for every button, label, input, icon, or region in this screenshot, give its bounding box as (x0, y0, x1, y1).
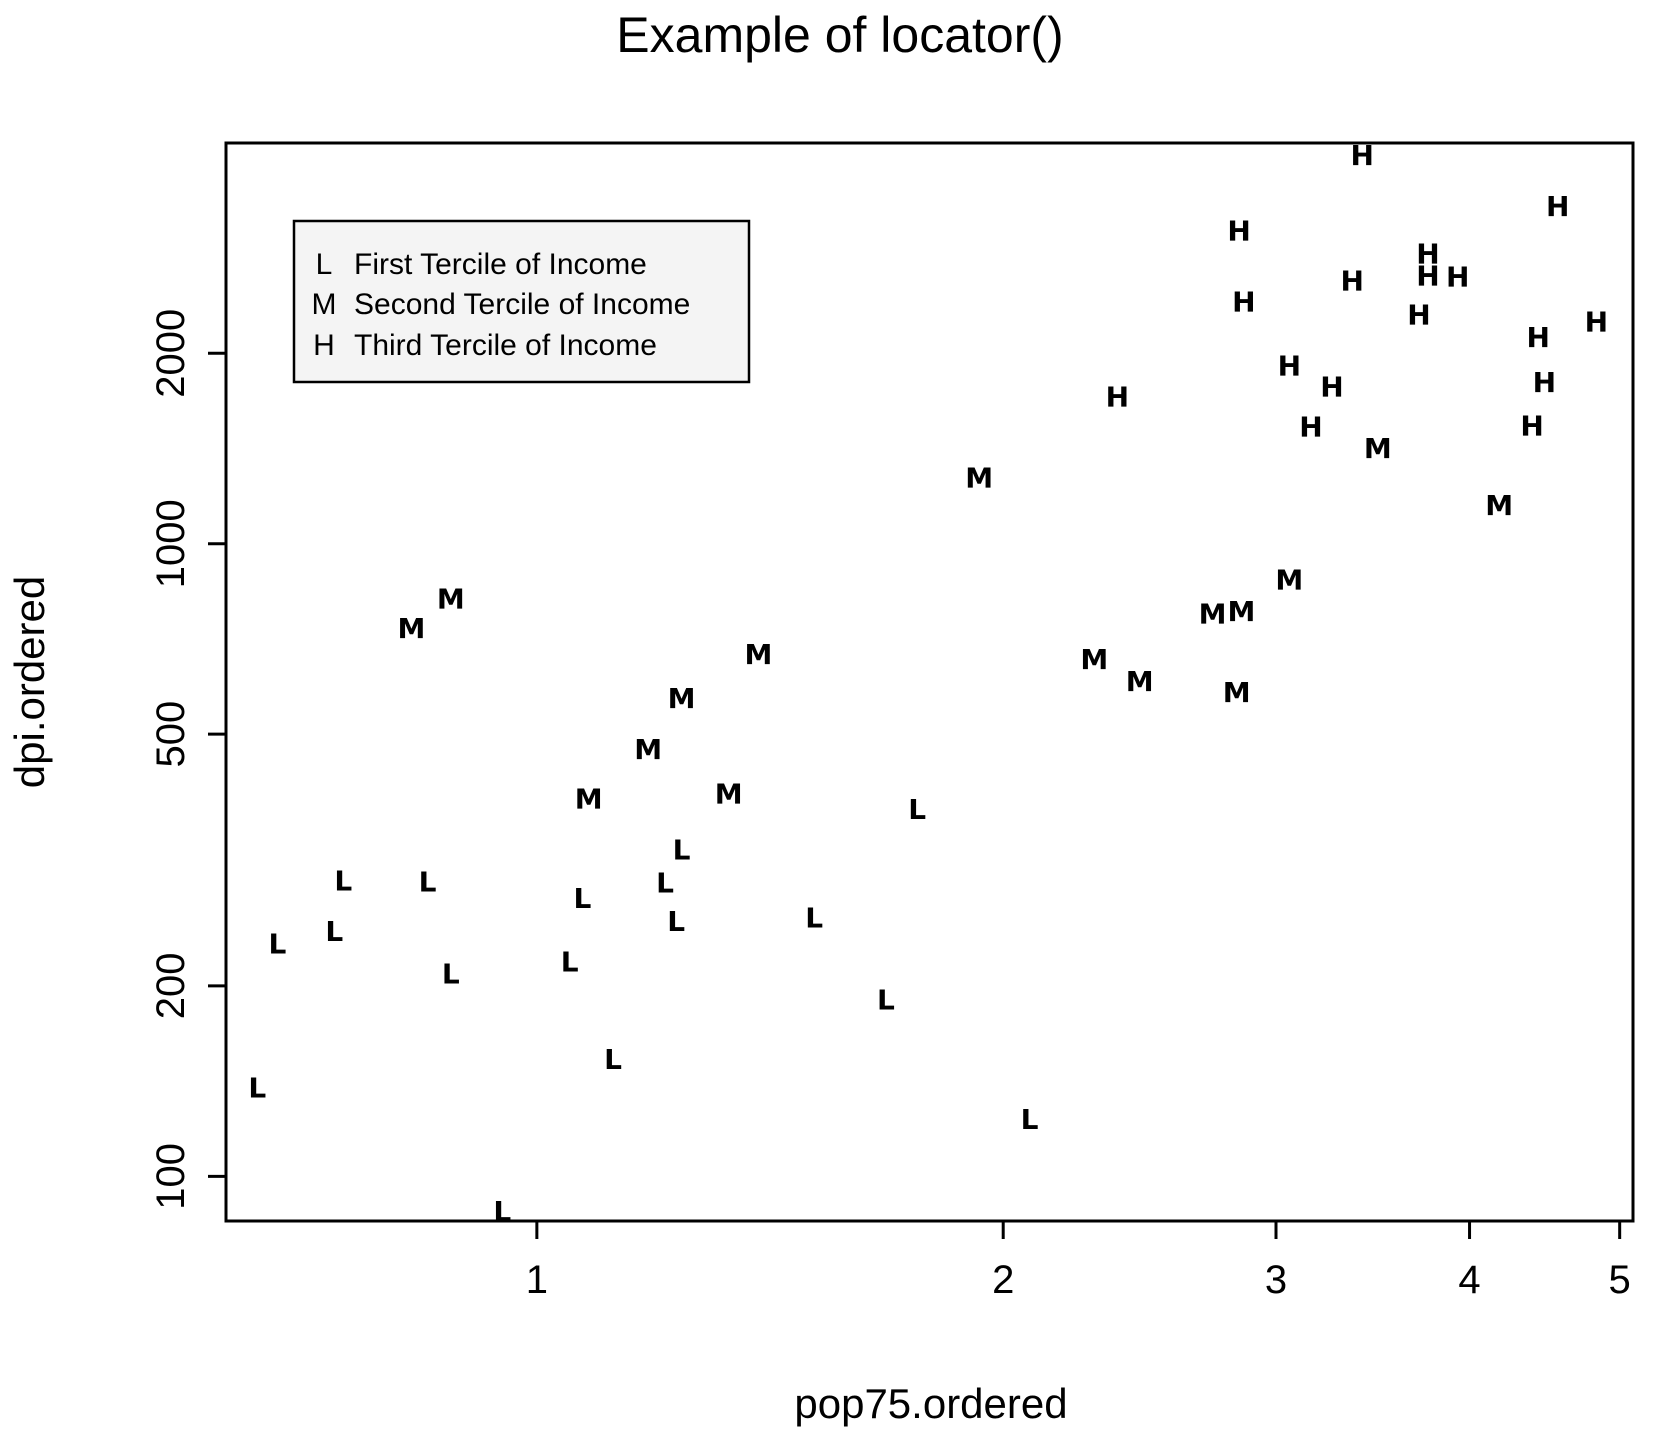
point-l: L (419, 865, 437, 898)
point-m: M (1228, 595, 1256, 628)
legend-symbol-h: H (313, 329, 335, 362)
x-axis: 1 2 3 4 5 (526, 1219, 1631, 1302)
point-l: L (673, 834, 691, 867)
point-l: L (493, 1195, 511, 1228)
point-l: L (604, 1043, 622, 1076)
point-m: M (1223, 676, 1251, 709)
point-l: L (442, 957, 460, 990)
y-tick-label: 500 (149, 701, 193, 768)
point-m: M (744, 638, 772, 671)
point-m: M (575, 782, 603, 815)
point-h: H (1299, 410, 1322, 443)
x-tick-label: 1 (526, 1258, 548, 1302)
point-m: M (1364, 432, 1392, 465)
point-m: M (1275, 563, 1303, 596)
point-h: H (1585, 306, 1608, 339)
point-m: M (1080, 643, 1108, 676)
point-h: H (1546, 190, 1569, 223)
point-m: M (437, 582, 465, 615)
x-tick-label: 4 (1458, 1258, 1480, 1302)
y-axis-title: dpi.ordered (6, 576, 53, 788)
point-m: M (668, 682, 696, 715)
legend-symbol-l: L (316, 248, 333, 281)
x-tick-label: 2 (992, 1258, 1014, 1302)
point-h: H (1232, 286, 1255, 319)
point-h: H (1320, 370, 1343, 403)
legend: L First Tercile of Income M Second Terci… (292, 219, 751, 384)
point-h: H (1520, 410, 1543, 443)
y-tick-label: 100 (149, 1143, 193, 1210)
y-tick-label: 1000 (149, 499, 193, 588)
point-h: H (1416, 259, 1439, 292)
legend-symbol-m: M (312, 288, 337, 321)
point-h: H (1407, 298, 1430, 331)
y-tick-label: 2000 (149, 309, 193, 398)
point-l: L (248, 1071, 266, 1104)
point-m: M (1126, 665, 1154, 698)
point-h: H (1533, 366, 1556, 399)
point-l: L (268, 927, 286, 960)
point-l: L (667, 905, 685, 938)
point-h: H (1341, 265, 1364, 298)
point-l: L (561, 946, 579, 979)
point-l: L (656, 866, 674, 899)
point-l: L (805, 902, 823, 935)
point-m: M (1485, 489, 1513, 522)
point-m: M (1199, 598, 1227, 631)
point-h: H (1416, 238, 1439, 271)
point-l: L (1021, 1103, 1039, 1136)
point-l: L (908, 793, 926, 826)
chart-title: Example of locator() (616, 7, 1063, 63)
y-tick-label: 200 (149, 953, 193, 1020)
x-tick-label: 5 (1609, 1258, 1631, 1302)
point-h: H (1106, 381, 1129, 414)
point-m: M (715, 778, 743, 811)
point-h: H (1227, 215, 1250, 248)
legend-label-first-tercile: First Tercile of Income (354, 248, 647, 281)
point-l: L (334, 865, 352, 898)
point-l: L (877, 984, 895, 1017)
point-h: H (1446, 261, 1469, 294)
point-l: L (573, 882, 591, 915)
x-tick-label: 3 (1265, 1258, 1287, 1302)
point-h: H (1350, 139, 1373, 172)
legend-label-third-tercile: Third Tercile of Income (354, 329, 657, 362)
point-m: M (965, 462, 993, 495)
point-m: M (398, 612, 426, 645)
x-axis-title: pop75.ordered (794, 1380, 1067, 1427)
point-l: L (325, 915, 343, 948)
legend-label-second-tercile: Second Tercile of Income (354, 288, 690, 321)
legend-box (292, 219, 751, 384)
point-m: M (634, 733, 662, 766)
y-axis: 100 200 500 1000 2000 (149, 309, 228, 1210)
point-h: H (1527, 321, 1550, 354)
point-h: H (1278, 349, 1301, 382)
